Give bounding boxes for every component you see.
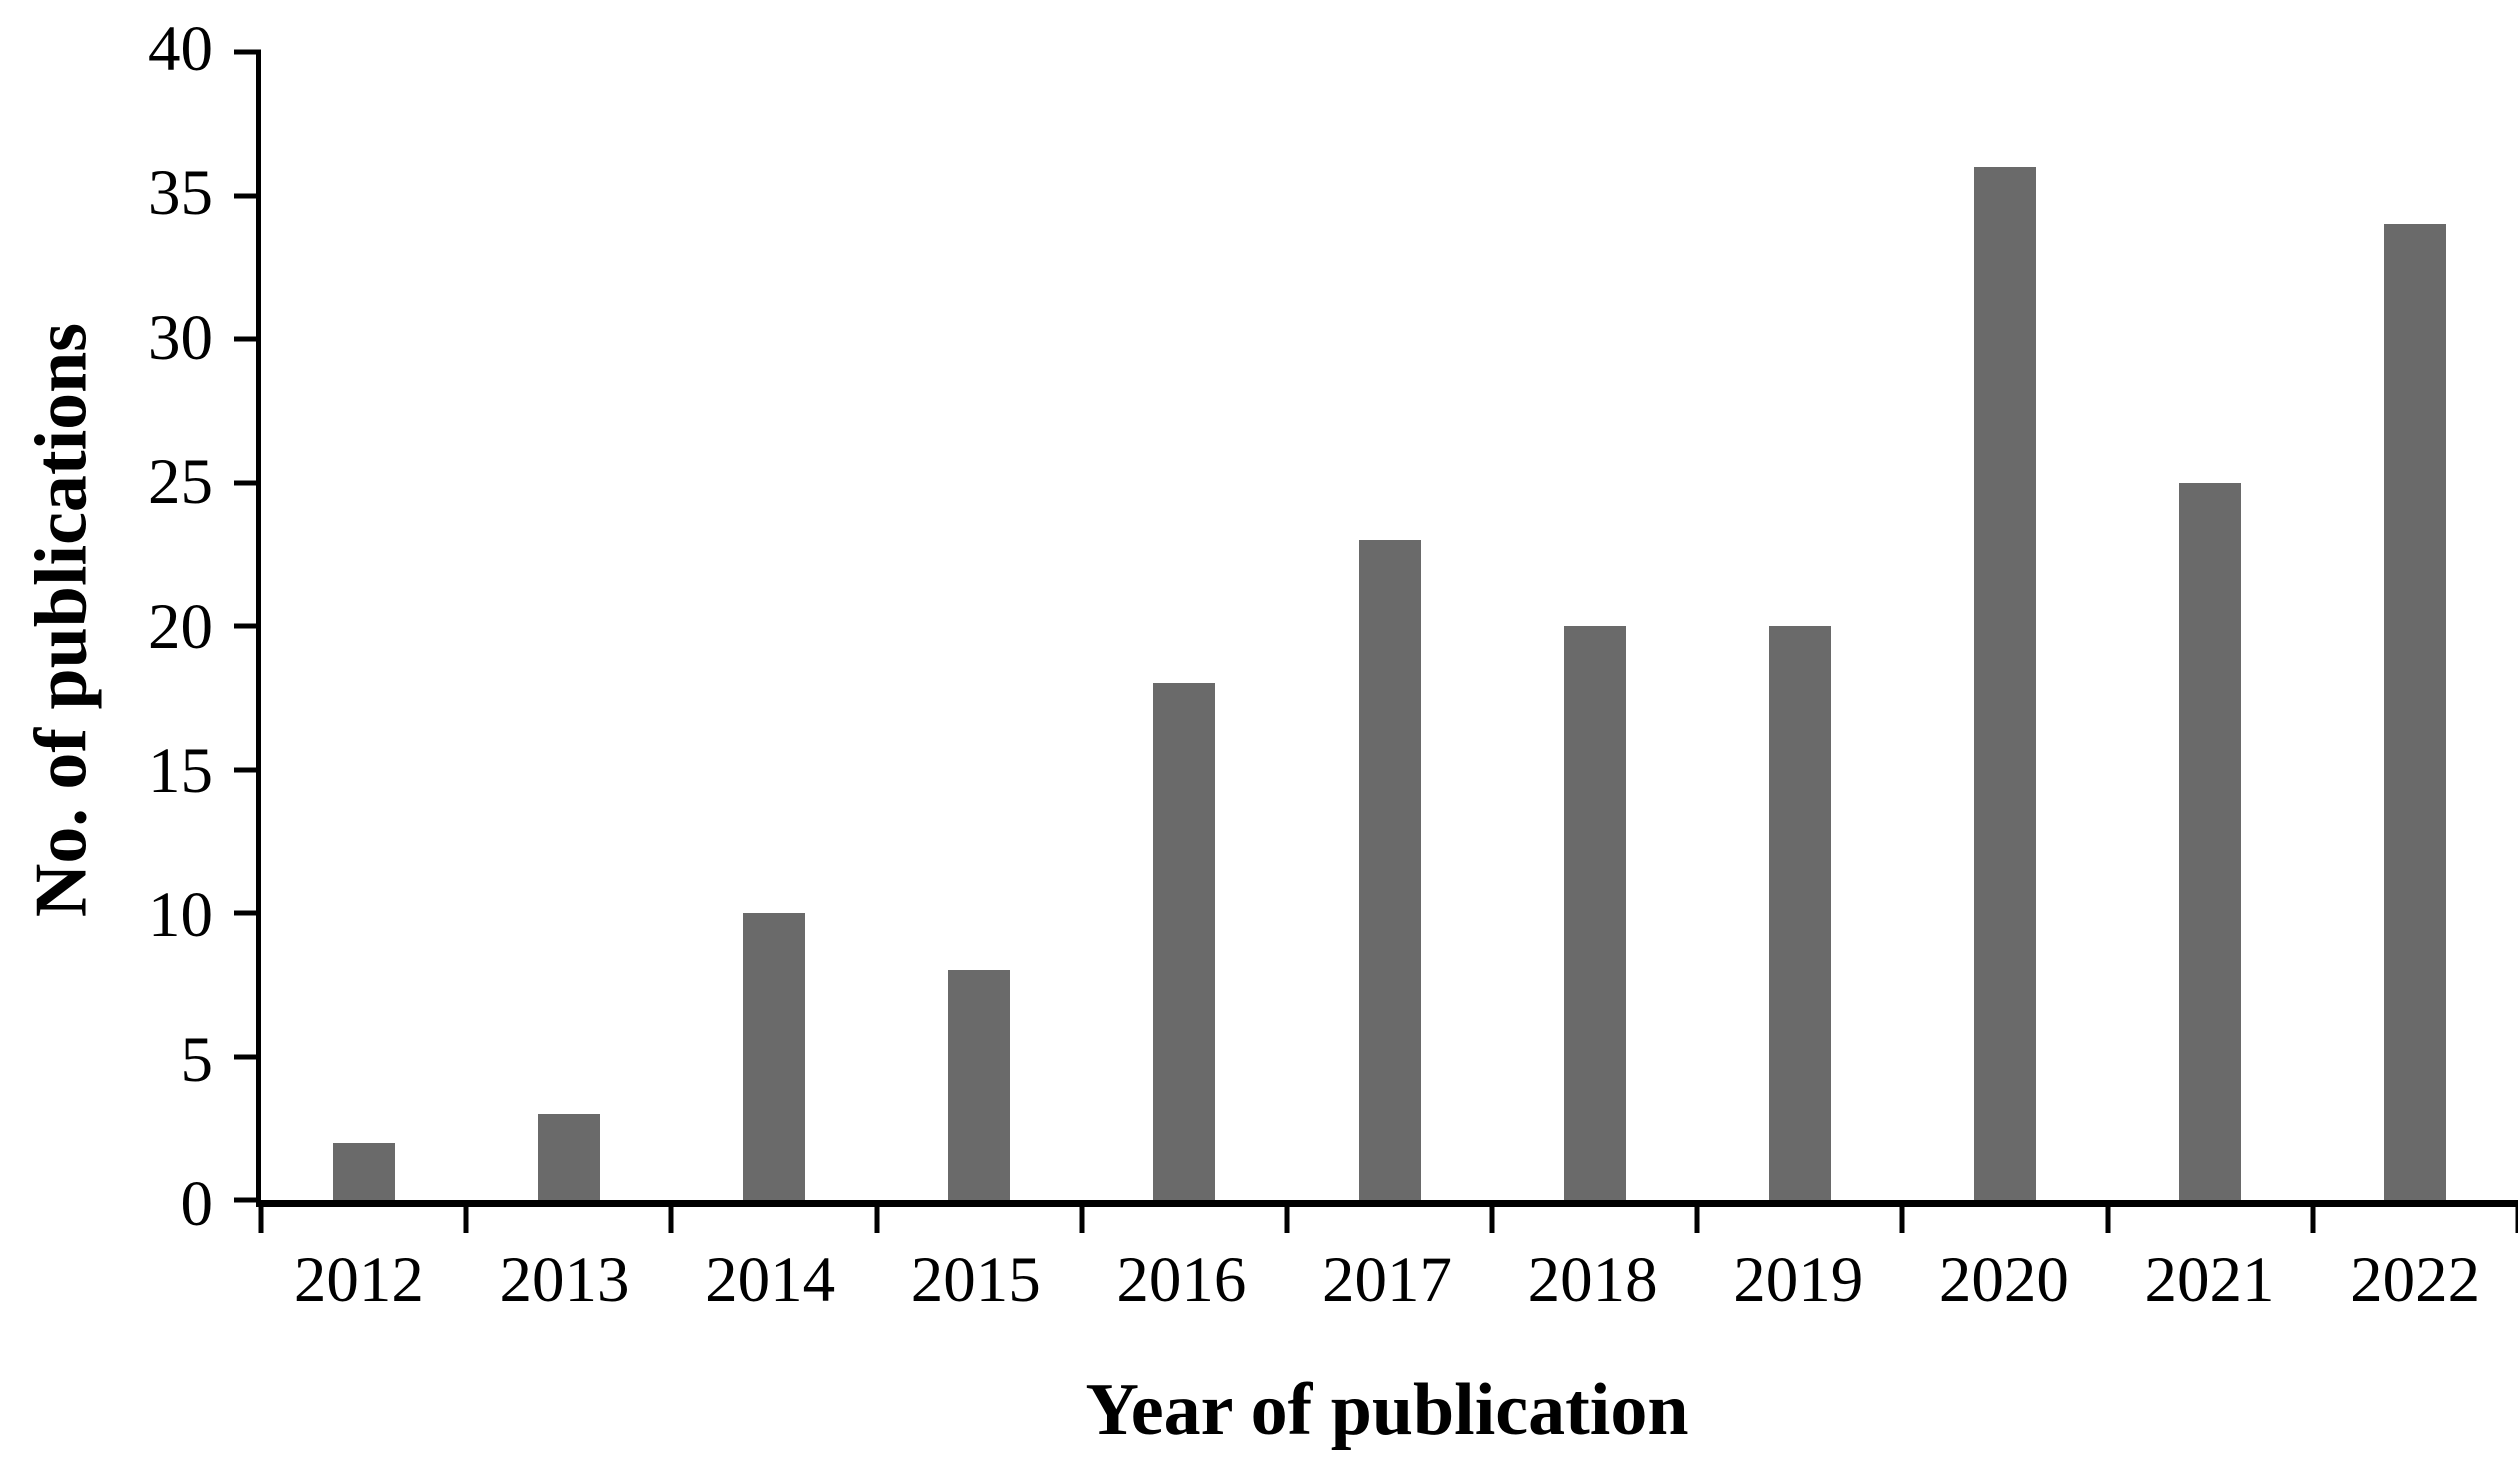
x-axis-tick-6 [1489, 1200, 1495, 1233]
x-tick-label-2012: 2012 [293, 1244, 424, 1316]
x-tick-label-2017: 2017 [1322, 1244, 1452, 1316]
y-tick-label-35: 35 [148, 157, 213, 230]
y-axis-tick-15 [234, 767, 261, 772]
x-axis-tick-4 [1079, 1200, 1085, 1233]
bar-2013 [537, 1113, 600, 1200]
y-axis-tick-40 [234, 49, 261, 55]
x-tick-label-2014: 2014 [705, 1244, 836, 1316]
x-axis-title: Year of publication [1085, 1369, 1689, 1451]
y-axis-tick-20 [234, 623, 261, 629]
bar-2016 [1153, 683, 1216, 1200]
x-axis-tick-3 [874, 1200, 880, 1233]
bar-2017 [1358, 539, 1421, 1200]
plot-area [234, 49, 2518, 1233]
x-axis-tick-0 [258, 1200, 264, 1233]
y-tick-label-5: 5 [180, 1023, 214, 1096]
x-tick-label-2022: 2022 [2350, 1244, 2481, 1316]
y-axis-tick-30 [234, 336, 261, 342]
y-tick-label-40: 40 [148, 12, 213, 85]
bar-2021 [2179, 482, 2242, 1200]
x-axis-tick-7 [1694, 1200, 1700, 1233]
y-tick-label-30: 30 [148, 301, 213, 374]
bar-2015 [948, 970, 1011, 1200]
x-axis-tick-10 [2310, 1200, 2316, 1233]
y-tick-label-25: 25 [148, 446, 213, 519]
x-axis-tick-11 [2515, 1200, 2518, 1233]
bar-2018 [1563, 626, 1626, 1200]
y-tick-label-0: 0 [180, 1167, 214, 1240]
bar-2012 [332, 1142, 395, 1200]
y-tick-label-20: 20 [148, 590, 213, 663]
bar-2014 [742, 913, 805, 1200]
x-axis-tick-labels: 2012 2013 2014 2015 2016 2017 2018 2019 2020 2021… [256, 1248, 2518, 1328]
y-axis-tick-25 [234, 480, 261, 485]
x-axis-tick-5 [1284, 1200, 1290, 1233]
y-axis-tick-35 [234, 193, 261, 198]
y-axis-tick-0 [234, 1197, 261, 1203]
x-tick-label-2020: 2020 [1938, 1244, 2069, 1316]
bar-2020 [1974, 166, 2037, 1200]
x-tick-label-2015: 2015 [910, 1244, 1041, 1316]
x-tick-label-2021: 2021 [2144, 1244, 2275, 1316]
y-axis-tick-10 [234, 910, 261, 916]
y-tick-label-10: 10 [148, 879, 213, 952]
bar-2019 [1768, 626, 1831, 1200]
bar-2022 [2384, 224, 2447, 1200]
x-tick-label-2013: 2013 [499, 1244, 630, 1316]
x-tick-label-2018: 2018 [1527, 1244, 1658, 1316]
x-axis-tick-1 [463, 1200, 469, 1233]
x-tick-label-2016: 2016 [1116, 1244, 1247, 1316]
y-axis-tick-labels: 0 5 10 15 20 25 30 35 40 [0, 16, 214, 1236]
x-axis-tick-2 [668, 1200, 674, 1233]
x-axis-tick-8 [1899, 1200, 1905, 1233]
y-axis-tick-5 [234, 1054, 261, 1059]
y-tick-label-15: 15 [148, 734, 213, 807]
x-axis-tick-9 [2105, 1200, 2111, 1233]
x-tick-label-2019: 2019 [1733, 1244, 1864, 1316]
